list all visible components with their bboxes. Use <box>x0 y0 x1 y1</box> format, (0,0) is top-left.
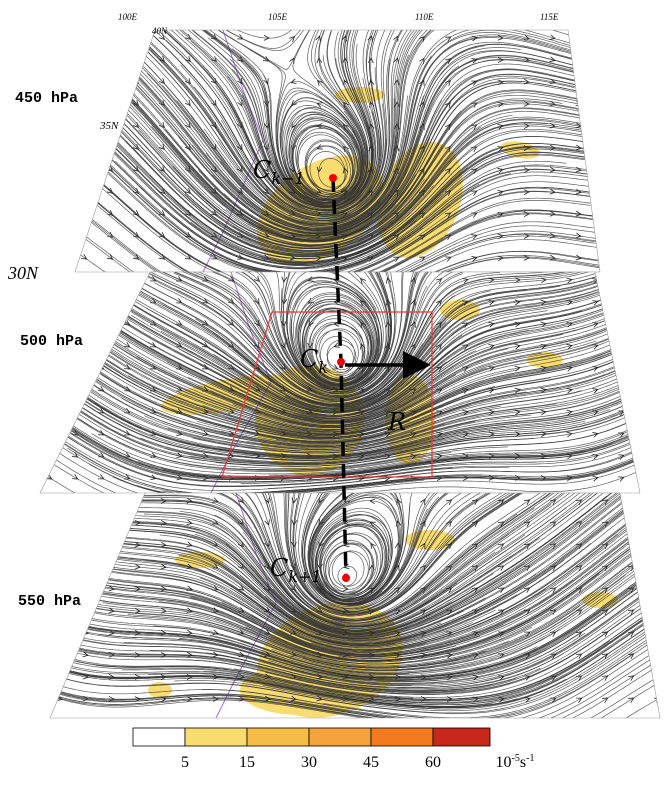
flow-arrow <box>46 276 53 283</box>
flow-arrow <box>46 386 53 393</box>
lon-label: 105E <box>268 12 288 22</box>
flow-arrow <box>575 57 581 63</box>
center-point <box>342 574 350 582</box>
level-label: 500 hPa <box>20 333 83 350</box>
lon-label: 110E <box>415 12 434 22</box>
flow-arrow <box>72 364 79 371</box>
colorbar-tick-label: 5 <box>181 754 189 771</box>
flow-arrow <box>654 542 661 549</box>
flow-arrow <box>72 408 79 415</box>
flow-arrow <box>654 674 661 681</box>
flow-arrow <box>56 586 62 592</box>
flow-arrow <box>98 276 105 283</box>
flow-arrow <box>654 564 661 571</box>
flow-arrow <box>56 674 62 680</box>
flow-arrow <box>109 542 115 548</box>
flow-arrow <box>81 56 88 63</box>
figure: 450 hPa 500 hPa 550 hPa 100E 105E 110E 1… <box>0 0 664 799</box>
flow-arrow <box>654 608 661 615</box>
lat-label: 40N <box>152 26 168 36</box>
flow-arrow <box>81 34 88 41</box>
flow-arrow <box>81 144 88 151</box>
flow-arrow <box>107 144 114 151</box>
map-panel <box>45 488 664 737</box>
flow-arrow <box>618 299 625 306</box>
flow-arrow <box>654 498 661 505</box>
flow-arrow <box>81 210 88 217</box>
lon-label: 100E <box>118 12 138 22</box>
flow-arrow <box>109 520 115 526</box>
flow-arrow <box>72 320 79 327</box>
flow-arrow <box>82 586 88 592</box>
flow-arrow <box>56 498 62 504</box>
flow-arrow <box>81 188 88 195</box>
flow-arrow <box>83 498 89 504</box>
flow-arrow <box>133 34 140 41</box>
flow-arrow <box>83 608 89 614</box>
flow-arrow <box>46 298 53 305</box>
flow-arrow <box>81 166 88 173</box>
center-point <box>329 174 337 182</box>
flow-arrow <box>107 100 114 107</box>
colorbar-tick-label: 30 <box>301 754 317 771</box>
flow-arrow <box>133 56 140 63</box>
flow-arrow <box>98 298 105 305</box>
flow-arrow <box>628 520 635 527</box>
flow-arrow <box>46 364 53 371</box>
flow-arrow <box>654 630 661 637</box>
flow-arrow <box>618 277 625 284</box>
flow-arrow <box>576 79 582 85</box>
colorbar-tick-label: 15 <box>239 754 255 771</box>
flow-arrow <box>618 321 625 328</box>
flow-arrow <box>107 56 114 63</box>
level-label: 450 hPa <box>15 90 78 107</box>
lat-label: 30N <box>7 263 39 283</box>
flow-arrow <box>46 320 53 327</box>
flow-arrow <box>654 586 661 593</box>
flow-arrow <box>654 652 661 659</box>
flow-arrow <box>628 498 635 505</box>
flow-arrow <box>618 365 625 372</box>
flow-arrow <box>124 276 131 283</box>
level-label: 550 hPa <box>18 593 81 610</box>
flow-arrow <box>72 298 79 305</box>
flow-arrow <box>56 564 62 570</box>
flow-arrow <box>56 520 62 526</box>
colorbar-tick-label: 60 <box>425 754 441 771</box>
colorbar-tick-label: 45 <box>363 754 379 771</box>
flow-arrow <box>109 498 114 503</box>
radius-label: R <box>387 408 406 436</box>
colorbar: 10-5s-1 5 15 30 45 60 <box>133 728 534 771</box>
flow-arrow <box>82 542 88 548</box>
flow-arrow <box>82 564 88 570</box>
center-point <box>337 358 345 366</box>
flow-arrow <box>654 520 661 527</box>
lon-label: 115E <box>540 12 559 22</box>
flow-arrow <box>135 498 140 503</box>
flow-arrow <box>81 122 88 129</box>
flow-arrow <box>56 652 62 658</box>
flow-arrow <box>56 542 62 548</box>
flow-arrow <box>98 342 105 349</box>
flow-arrow <box>81 78 88 85</box>
flow-arrow <box>46 430 53 437</box>
flow-arrow <box>72 386 79 393</box>
flow-arrow <box>107 78 114 85</box>
flow-arrow <box>82 520 88 526</box>
flow-arrow <box>98 320 105 327</box>
lat-label: 35N <box>99 120 119 132</box>
flow-arrow <box>107 34 114 41</box>
flow-arrow <box>124 298 131 305</box>
flow-arrow <box>46 408 53 415</box>
flow-arrow <box>56 630 62 636</box>
flow-arrow <box>575 35 581 41</box>
flow-arrow <box>46 452 53 459</box>
flow-arrow <box>618 343 625 350</box>
flow-arrow <box>81 100 88 107</box>
colorbar-unit: 10-5s-1 <box>496 753 535 771</box>
flow-arrow <box>72 276 79 283</box>
